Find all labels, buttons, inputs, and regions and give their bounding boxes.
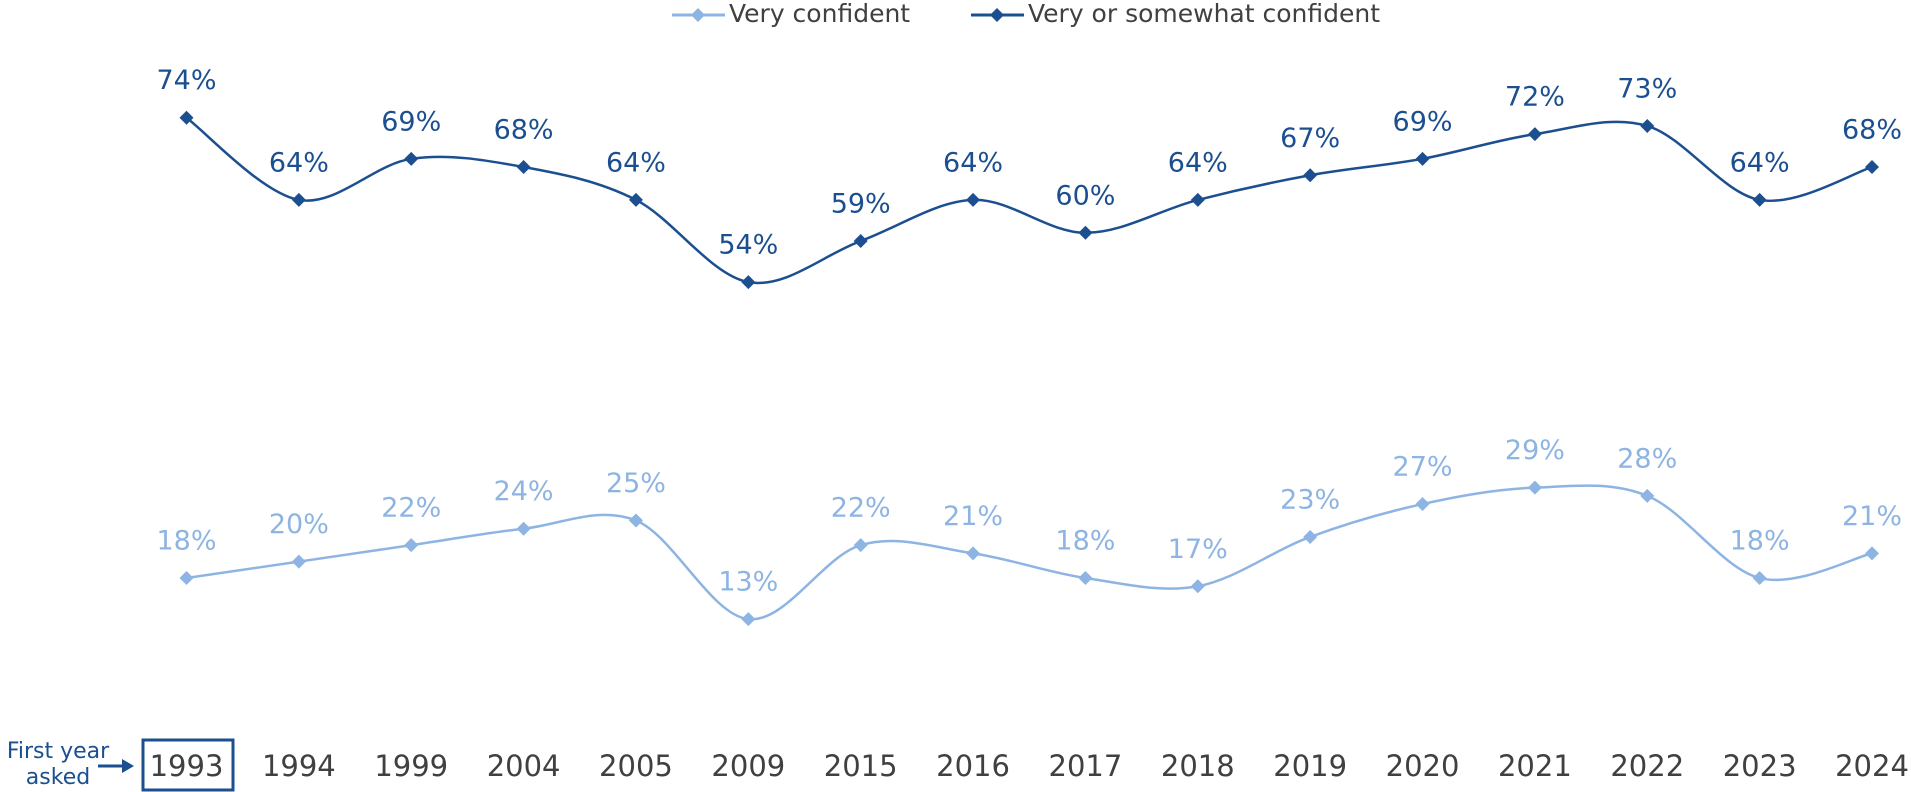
point-marker bbox=[1527, 127, 1542, 142]
data-label: 22% bbox=[381, 493, 441, 524]
point-marker bbox=[1303, 529, 1318, 544]
point-marker bbox=[179, 571, 194, 586]
x-tick-label: 2023 bbox=[1723, 749, 1797, 783]
data-label: 28% bbox=[1617, 443, 1677, 474]
x-tick-label: 2022 bbox=[1610, 749, 1684, 783]
data-label: 18% bbox=[156, 526, 216, 557]
data-label: 21% bbox=[1842, 501, 1902, 532]
point-marker bbox=[1190, 579, 1205, 594]
data-label: 21% bbox=[943, 501, 1003, 532]
annotation-arrowhead bbox=[122, 759, 134, 773]
data-label: 20% bbox=[269, 509, 329, 540]
point-marker bbox=[404, 538, 419, 553]
point-marker bbox=[1190, 192, 1205, 207]
point-marker bbox=[853, 234, 868, 249]
data-label: 25% bbox=[606, 468, 666, 499]
point-marker bbox=[1640, 488, 1655, 503]
point-marker bbox=[853, 538, 868, 553]
data-label: 64% bbox=[1730, 147, 1790, 178]
point-marker bbox=[628, 513, 643, 528]
x-tick-label: 2016 bbox=[936, 749, 1010, 783]
point-marker bbox=[1865, 160, 1879, 175]
data-label: 69% bbox=[381, 106, 441, 137]
data-label: 59% bbox=[831, 189, 891, 220]
point-marker bbox=[1303, 168, 1318, 183]
data-label: 29% bbox=[1505, 435, 1565, 466]
legend-marker bbox=[691, 8, 705, 22]
data-label: 24% bbox=[494, 476, 554, 507]
highlight-box bbox=[141, 738, 235, 792]
data-label: 54% bbox=[718, 230, 778, 261]
data-label: 74% bbox=[156, 65, 216, 96]
data-label: 64% bbox=[269, 147, 329, 178]
data-label: 64% bbox=[606, 147, 666, 178]
data-label: 22% bbox=[831, 493, 891, 524]
data-label: 17% bbox=[1168, 534, 1228, 565]
point-marker bbox=[1752, 192, 1767, 207]
x-tick-label: 1993 bbox=[150, 749, 224, 783]
point-marker bbox=[628, 192, 643, 207]
point-marker bbox=[966, 546, 981, 561]
point-marker bbox=[1078, 225, 1093, 240]
x-tick-label: 2017 bbox=[1049, 749, 1123, 783]
x-tick-label: 2005 bbox=[599, 749, 673, 783]
x-tick-label: 2020 bbox=[1386, 749, 1460, 783]
legend-label: Very or somewhat confident bbox=[1028, 0, 1380, 28]
point-marker bbox=[516, 521, 531, 536]
point-marker bbox=[404, 151, 419, 166]
data-label: 23% bbox=[1280, 484, 1340, 515]
legend-label: Very confident bbox=[729, 0, 910, 28]
legend-marker bbox=[990, 8, 1004, 22]
data-label: 68% bbox=[494, 115, 554, 146]
series-line bbox=[186, 484, 1873, 621]
point-marker bbox=[1415, 497, 1430, 512]
data-label: 13% bbox=[718, 567, 778, 598]
data-label: 73% bbox=[1617, 73, 1677, 104]
x-tick-label: 1994 bbox=[262, 749, 336, 783]
point-marker bbox=[516, 160, 531, 175]
data-label: 27% bbox=[1393, 452, 1453, 483]
point-marker bbox=[1527, 480, 1542, 495]
point-marker bbox=[966, 192, 981, 207]
data-label: 69% bbox=[1393, 106, 1453, 137]
x-tick-label: 2024 bbox=[1835, 749, 1909, 783]
x-tick-label: 2021 bbox=[1498, 749, 1572, 783]
x-tick-label: 2015 bbox=[824, 749, 898, 783]
data-label: 64% bbox=[943, 147, 1003, 178]
series-line bbox=[185, 116, 1873, 285]
data-label: 18% bbox=[1730, 526, 1790, 557]
point-marker bbox=[1078, 571, 1093, 586]
data-label: 68% bbox=[1842, 115, 1902, 146]
x-tick-label: 2004 bbox=[487, 749, 561, 783]
point-marker bbox=[741, 275, 756, 290]
data-label: 60% bbox=[1055, 180, 1115, 211]
point-marker bbox=[291, 554, 306, 569]
point-marker bbox=[1415, 151, 1430, 166]
data-label: 72% bbox=[1505, 82, 1565, 113]
point-marker bbox=[1640, 118, 1655, 133]
x-tick-label: 1999 bbox=[374, 749, 448, 783]
point-marker bbox=[1752, 571, 1767, 586]
point-marker bbox=[291, 192, 306, 207]
data-label: 67% bbox=[1280, 123, 1340, 154]
data-label: 18% bbox=[1055, 526, 1115, 557]
x-tick-label: 2018 bbox=[1161, 749, 1235, 783]
data-label: 64% bbox=[1168, 147, 1228, 178]
x-tick-label: 2009 bbox=[711, 749, 785, 783]
x-tick-label: 2019 bbox=[1273, 749, 1347, 783]
point-marker bbox=[1865, 546, 1879, 561]
annotation: First year bbox=[7, 739, 110, 764]
annotation: asked bbox=[26, 765, 90, 790]
point-marker bbox=[741, 612, 756, 627]
point-marker bbox=[179, 110, 194, 125]
